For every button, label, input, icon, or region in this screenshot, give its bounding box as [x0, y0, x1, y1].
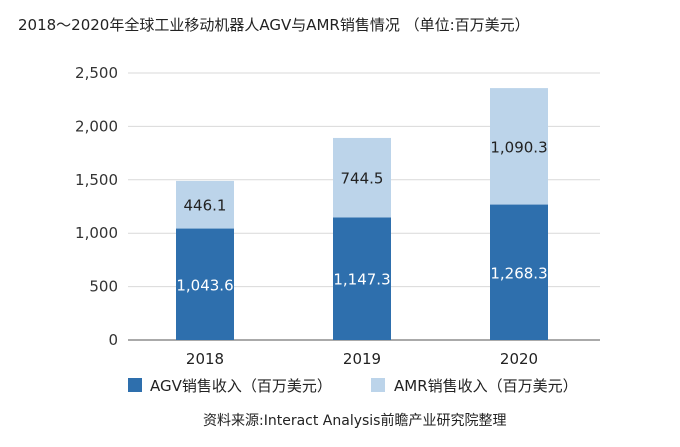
- legend-label-amr: AMR销售收入（百万美元）: [394, 377, 578, 395]
- y-axis-ticks: 0 500 1,000 1,500 2,000 2,500: [75, 64, 118, 349]
- source-note: 资料来源:Interact Analysis前瞻产业研究院整理: [203, 412, 506, 429]
- data-label-agv: 1,268.3: [490, 264, 547, 282]
- data-label-amr: 744.5: [341, 170, 384, 188]
- x-axis-categories: 2018 2019 2020: [186, 350, 538, 368]
- y-tick-label: 2,000: [75, 117, 118, 135]
- bar-amr-2019: [333, 137, 391, 218]
- bar-amr-2020: [490, 88, 548, 205]
- y-tick-label: 0: [108, 331, 118, 349]
- data-label-amr: 1,090.3: [490, 138, 547, 156]
- legend-swatch-amr: [371, 378, 385, 392]
- y-tick-label: 1,500: [75, 171, 118, 189]
- x-category-label: 2018: [186, 350, 224, 368]
- chart-title: 2018～2020年全球工业移动机器人AGV与AMR销售情况 （单位:百万美元）: [18, 16, 530, 34]
- data-label-amr: 446.1: [184, 197, 227, 215]
- legend-swatch-agv: [128, 378, 142, 392]
- data-label-agv: 1,043.6: [176, 276, 233, 294]
- bar-agv-2018: [176, 228, 234, 340]
- x-category-label: 2019: [343, 350, 381, 368]
- legend-label-agv: AGV销售收入（百万美元）: [150, 377, 332, 395]
- bar-amr-2018: [176, 180, 234, 229]
- bar-agv-2020: [490, 204, 548, 340]
- y-tick-label: 1,000: [75, 224, 118, 242]
- bar-agv-2019: [333, 217, 391, 340]
- y-tick-label: 500: [89, 278, 118, 296]
- data-label-agv: 1,147.3: [333, 271, 390, 289]
- x-category-label: 2020: [500, 350, 538, 368]
- y-tick-label: 2,500: [75, 64, 118, 82]
- legend: AGV销售收入（百万美元） AMR销售收入（百万美元）: [128, 377, 578, 395]
- bars: 1,043.6 446.1 1,147.3 744.5 1,268.3 1,090.3: [176, 88, 548, 340]
